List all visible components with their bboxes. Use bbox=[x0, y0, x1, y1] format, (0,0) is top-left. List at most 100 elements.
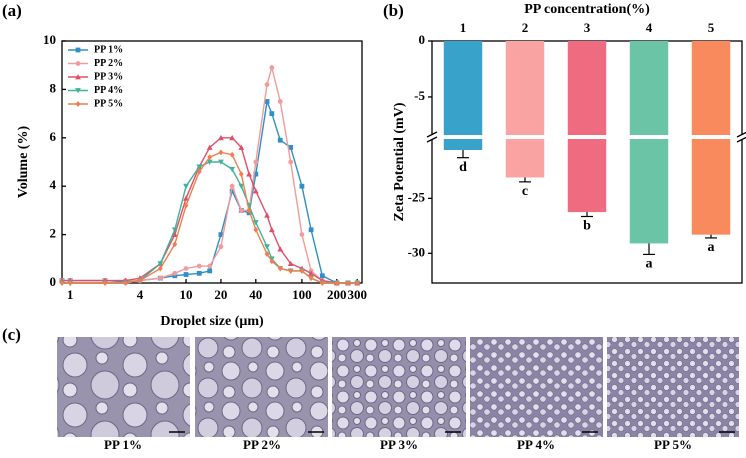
legend-marker bbox=[75, 74, 81, 80]
legend-label: PP 3% bbox=[94, 71, 123, 82]
legend-label: PP 1% bbox=[94, 44, 123, 55]
data-point bbox=[229, 151, 235, 158]
data-point bbox=[308, 270, 314, 276]
data-point bbox=[102, 280, 108, 286]
y-tick-label: 4 bbox=[50, 177, 57, 192]
panel-label: (a) bbox=[2, 1, 22, 20]
x-axis-label: Droplet size (μm) bbox=[160, 314, 264, 329]
data-point bbox=[238, 183, 245, 190]
micrograph-label: PP 3% bbox=[380, 437, 418, 452]
y-tick-label: -25 bbox=[408, 189, 426, 204]
data-point bbox=[171, 231, 178, 237]
data-point bbox=[238, 144, 245, 150]
plot-frame bbox=[61, 40, 363, 284]
x-tick-label: 200 bbox=[327, 287, 347, 302]
data-point bbox=[264, 212, 270, 218]
y-tick-label: -30 bbox=[408, 244, 425, 259]
data-point bbox=[157, 275, 163, 281]
micrograph-label: PP 1% bbox=[104, 437, 142, 452]
data-point bbox=[277, 265, 283, 272]
data-point bbox=[196, 164, 203, 170]
x-tick-label: 300 bbox=[347, 287, 367, 302]
micrograph-panels bbox=[57, 337, 739, 437]
bar bbox=[505, 41, 545, 178]
y-tick-label: -5 bbox=[414, 88, 425, 103]
panel-label: (b) bbox=[383, 1, 404, 20]
data-point bbox=[264, 244, 270, 250]
axis-break-mark bbox=[426, 131, 438, 138]
category-label: 4 bbox=[646, 20, 653, 35]
data-point bbox=[183, 195, 189, 201]
data-point bbox=[207, 263, 213, 269]
legend-label: PP 4% bbox=[94, 85, 123, 96]
data-point bbox=[252, 220, 259, 226]
data-point bbox=[218, 232, 224, 237]
data-point bbox=[345, 280, 351, 286]
legend-marker bbox=[75, 88, 81, 94]
data-point bbox=[172, 241, 178, 248]
micrograph-label: PP 4% bbox=[517, 437, 555, 452]
legend-marker bbox=[75, 61, 81, 66]
data-point bbox=[287, 260, 294, 267]
micrograph-label: PP 5% bbox=[654, 437, 692, 452]
axis-break-mark bbox=[736, 136, 746, 143]
data-point bbox=[171, 227, 178, 233]
axis-break-mark bbox=[736, 131, 746, 138]
data-point bbox=[268, 226, 275, 233]
data-point bbox=[277, 99, 283, 104]
data-point bbox=[207, 154, 213, 161]
significance-letter: c bbox=[522, 184, 528, 199]
y-tick-label: 8 bbox=[50, 80, 57, 95]
data-point bbox=[196, 270, 202, 276]
bar bbox=[629, 41, 669, 244]
data-point bbox=[207, 268, 213, 274]
data-point bbox=[299, 183, 305, 189]
y-tick-label: 0 bbox=[50, 274, 57, 289]
data-point bbox=[172, 270, 178, 276]
data-point bbox=[264, 99, 270, 104]
micrograph bbox=[607, 337, 739, 437]
data-point bbox=[277, 137, 283, 143]
data-point bbox=[253, 159, 259, 165]
data-point bbox=[246, 171, 252, 177]
category-label: 1 bbox=[460, 20, 467, 35]
micrograph-label: PP 2% bbox=[243, 437, 281, 452]
data-point bbox=[264, 250, 270, 257]
significance-letter: a bbox=[646, 257, 653, 272]
data-point bbox=[238, 171, 244, 178]
data-point bbox=[308, 227, 314, 233]
data-point bbox=[319, 273, 325, 279]
y-tick-label: 2 bbox=[50, 226, 57, 241]
category-label: 5 bbox=[708, 20, 715, 35]
data-point bbox=[183, 266, 189, 271]
data-point bbox=[206, 144, 213, 150]
data-point bbox=[229, 166, 236, 173]
x-tick-label: 40 bbox=[249, 287, 262, 302]
data-point bbox=[319, 280, 325, 286]
data-point bbox=[354, 280, 360, 286]
y-tick-label: 10 bbox=[43, 32, 56, 47]
data-point bbox=[59, 280, 65, 286]
data-point bbox=[229, 183, 235, 189]
data-point bbox=[67, 280, 73, 286]
axis-break bbox=[433, 135, 741, 139]
legend-label: PP 5% bbox=[94, 98, 123, 109]
significance-letter: d bbox=[459, 160, 467, 175]
legend-label: PP 2% bbox=[94, 58, 123, 69]
category-label: 2 bbox=[522, 20, 529, 35]
micrograph bbox=[57, 337, 190, 437]
significance-letter: b bbox=[583, 219, 591, 234]
y-tick-label: 6 bbox=[50, 129, 57, 144]
data-point bbox=[196, 263, 202, 269]
data-point bbox=[252, 188, 259, 194]
y-axis-label: Zeta Potential (mV) bbox=[392, 102, 407, 221]
bar bbox=[443, 41, 483, 150]
micrograph bbox=[470, 337, 603, 437]
data-point bbox=[157, 261, 164, 267]
axis-break-gap bbox=[737, 134, 746, 140]
category-label: 3 bbox=[584, 20, 591, 35]
x-tick-label: 4 bbox=[137, 287, 144, 302]
data-point bbox=[229, 134, 236, 141]
axis-break-mark bbox=[426, 136, 438, 143]
